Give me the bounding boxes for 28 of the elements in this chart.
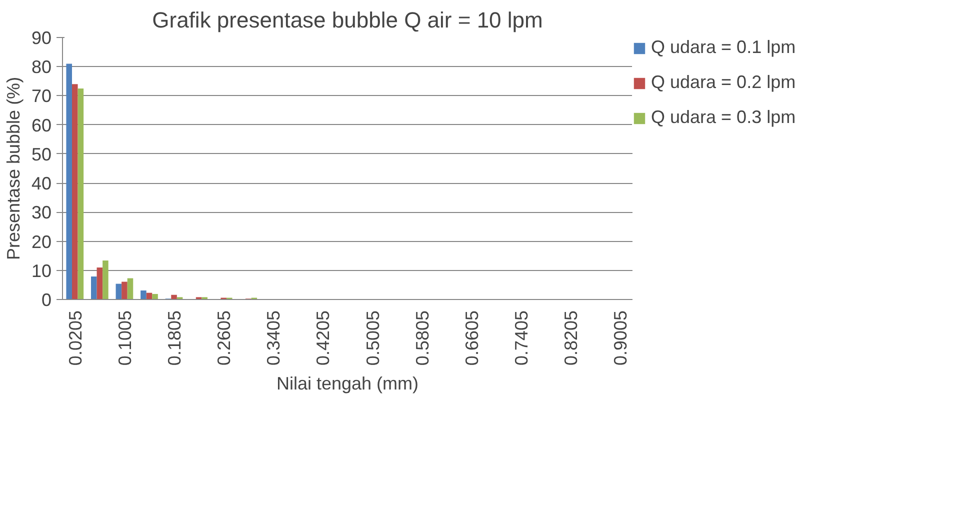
x-tick-label: 0.5005 <box>362 310 383 366</box>
x-tick-label: 0.4205 <box>313 310 334 366</box>
y-tick-label: 0 <box>41 290 52 310</box>
y-tick-label: 50 <box>31 144 52 164</box>
x-tick-label: 0.1805 <box>164 310 185 366</box>
y-tick-label: 70 <box>31 86 52 106</box>
chart-title: Grafik presentase bubble Q air = 10 lpm <box>152 8 543 32</box>
x-tick-label: 0.9005 <box>610 310 631 366</box>
x-tick-label: 0.6605 <box>462 310 482 366</box>
x-tick-label: 0.5805 <box>412 310 432 366</box>
y-tick-label: 10 <box>31 260 52 281</box>
y-axis-title: Presentase bubble (%) <box>3 76 24 260</box>
y-tick-label: 80 <box>31 57 52 78</box>
x-tick-label: 0.1005 <box>114 310 135 366</box>
x-tick-label: 0.8205 <box>561 310 582 366</box>
y-tick-label: 90 <box>31 28 52 48</box>
y-tick-label: 20 <box>31 232 52 252</box>
y-tick-label: 60 <box>31 115 52 136</box>
x-axis-title: Nilai tengah (mm) <box>276 374 419 394</box>
x-tick-label: 0.0205 <box>65 310 86 366</box>
x-tick-label: 0.3405 <box>264 310 284 366</box>
legend-label: Q udara = 0.2 lpm <box>651 72 796 93</box>
legend-label: Q udara = 0.1 lpm <box>651 37 796 58</box>
x-tick-label: 0.2605 <box>214 310 234 366</box>
y-tick-label: 40 <box>31 174 52 194</box>
legend-label: Q udara = 0.3 lpm <box>651 107 796 128</box>
x-tick-label: 0.7405 <box>511 310 532 366</box>
y-tick-label: 30 <box>31 202 52 223</box>
